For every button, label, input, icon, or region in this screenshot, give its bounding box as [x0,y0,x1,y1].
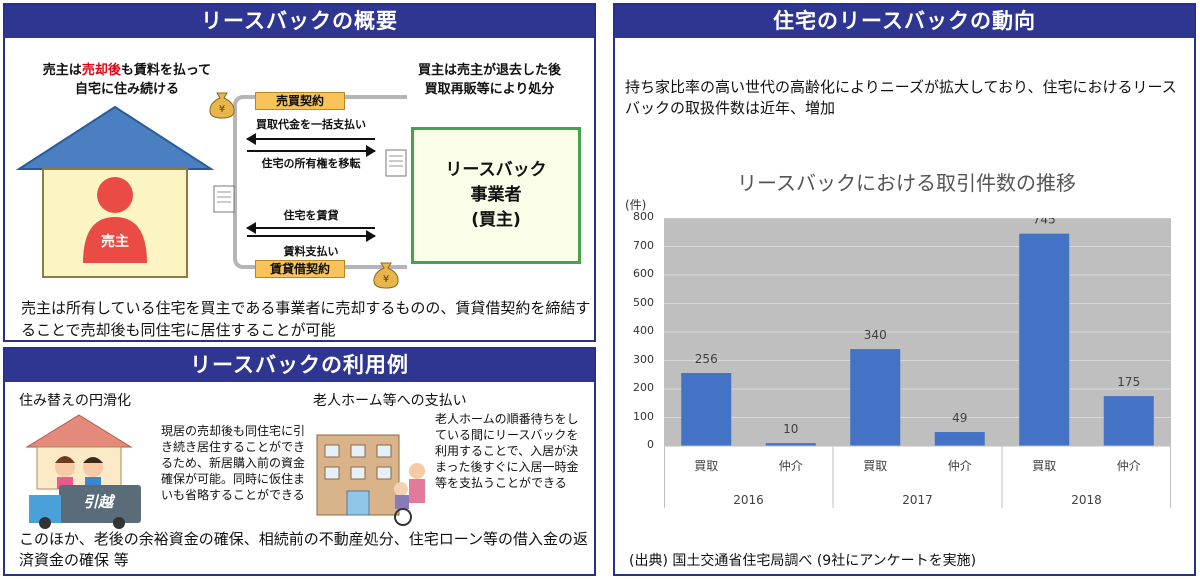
seller-label: 売主 [101,234,129,250]
flow-frame-top-right [377,95,407,99]
pay-rent-label: 賃料支払い [283,245,339,258]
x-tick-label: 買取 [1032,459,1056,473]
data-label: 256 [695,352,718,366]
trend-description: 持ち家比率の高い世代の高齢化によりニーズが拡大しており、住宅におけるリースバック… [625,78,1177,117]
case2-title: 老人ホーム等への支払い [313,393,467,409]
transfer-label: 住宅の所有権を移転 [261,157,361,170]
usage-title: リースバックの利用例 [5,349,594,382]
overview-title: リースバックの概要 [5,5,594,38]
x-tick-label: 買取 [694,459,718,473]
svg-text:¥: ¥ [219,104,225,115]
x-tick-label: 仲介 [1117,459,1141,473]
x-tick-label: 買取 [863,459,887,473]
x-tick-label: 仲介 [948,459,972,473]
flow-frame-bottom-right [377,265,407,269]
transfer-arrow [247,145,376,157]
y-tick-label: 0 [647,438,654,451]
bar [1019,233,1070,446]
seller-caption: 売主は売却後も賃料を払って 自宅に住み続ける [42,63,212,97]
bar [1103,396,1154,446]
money-bag-icon: ¥ [209,92,235,119]
usage-footer: このほか、老後の余裕資金の確保、相続前の不動産処分、住宅ローン等の借入金の返済資… [19,530,588,569]
y-tick-label: 800 [633,210,654,223]
case1-title: 住み替えの円滑化 [19,393,131,409]
svg-text:¥: ¥ [383,274,389,285]
document-icon [385,149,407,177]
y-tick-label: 100 [633,409,654,423]
chart-title: リースバックにおける取引件数の推移 [737,171,1076,195]
case2-text: 老人ホームの順番待ちをしている間にリースバックを利用することで、入居が決まった後… [435,412,579,490]
moving-illustration [25,414,141,529]
trend-title: 住宅のリースバックの動向 [615,5,1194,38]
lease-house-label: 住宅を賃貸 [283,209,339,222]
pay-rent-arrow [247,230,376,242]
data-label: 175 [1117,375,1140,389]
y-tick-label: 300 [633,352,654,366]
nursing-home-illustration [316,434,425,526]
lease-contract-label: 賃貸借契約 [255,260,345,278]
truck-text: 引越 [83,493,114,511]
y-tick-label: 500 [633,295,654,309]
sale-contract-label: 売買契約 [255,92,345,110]
house-illustration [15,105,215,278]
pay-lump-arrow [246,133,375,145]
bar [681,373,732,446]
x-tick-label: 仲介 [779,459,803,473]
case1-text: 現居の売却後も同住宅に引き続き居住することができるため、新居購入前の資金確保が可… [161,424,306,502]
bar [765,443,816,446]
x-group-label: 2016 [733,493,764,507]
chart-source: (出典) 国土交通省住宅局調べ (9社にアンケートを実施) [629,553,977,569]
money-bag-icon: ¥ [373,262,399,289]
lease-house-arrow [246,222,375,234]
bar [850,349,901,446]
y-tick-label: 600 [633,267,654,280]
buyer-caption: 買主は売主が退去した後 買取再販等により処分 [417,63,561,97]
pay-lump-label: 買取代金を一括支払い [256,118,366,131]
x-group-label: 2017 [902,493,933,507]
bar [934,432,985,446]
data-label: 49 [952,411,967,425]
usage-panel: リースバックの利用例 住み替えの円滑化 引越 現居の売却後も同住宅に引き続き居住… [3,347,596,576]
x-group-label: 2018 [1071,493,1102,507]
data-label: 10 [783,422,798,436]
leaseback-company-box: リースバック 事業者 (買主) [411,127,581,264]
y-tick-label: 200 [633,381,654,394]
chart-ylabel: (件) [625,198,647,212]
overview-panel: リースバックの概要 売主は売却後も賃料を払って 自宅に住み続ける 買主は売主が退… [3,3,596,342]
trend-panel: 住宅のリースバックの動向 持ち家比率の高い世代の高齢化によりニーズが拡大しており… [613,3,1196,576]
bar-chart: 256 買取 10 仲介 340 買取 49 仲介 745 買取 175 仲介 2016 2017 2018 [664,218,1171,508]
overview-summary: 売主は所有している住宅を買主である事業者に売却するものの、賃貸借契約を締結するこ… [21,299,591,339]
data-label: 745 [1033,218,1056,227]
y-tick-label: 400 [633,324,654,337]
data-label: 340 [864,328,887,342]
document-icon [213,185,235,213]
y-tick-label: 700 [633,238,654,252]
